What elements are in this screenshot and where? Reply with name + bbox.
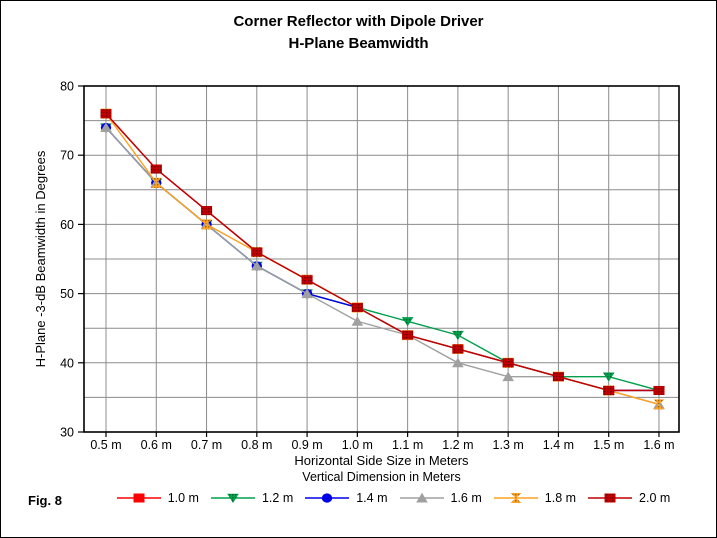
marker-point-pattern — [150, 164, 162, 174]
marker-point-pattern — [603, 385, 615, 395]
x-tick-label: 0.8 m — [241, 438, 272, 452]
y-tick-label: 60 — [60, 218, 74, 232]
legend-item-2.0-m: 2.0 m — [588, 491, 670, 505]
marker-point-pattern — [653, 385, 665, 395]
x-tick-label: 0.7 m — [191, 438, 222, 452]
marker-legend — [322, 493, 333, 503]
legend-item-1.0-m: 1.0 m — [116, 491, 199, 505]
x-tick-label: 0.5 m — [90, 438, 121, 452]
y-tick-label: 50 — [60, 287, 74, 301]
plot-border — [83, 85, 680, 433]
legend: 1.0 m 1.2 m 1.4 m 1.6 m 1.8 m 2.0 m — [96, 491, 691, 505]
legend-swatch-circle-icon — [305, 493, 350, 503]
marker-legend — [133, 493, 145, 503]
x-tick-label: 1.2 m — [442, 438, 473, 452]
series-line — [105, 113, 659, 392]
legend-label: 2.0 m — [639, 491, 671, 505]
legend-item-1.6-m: 1.6 m — [399, 491, 482, 505]
marker-point-pattern — [201, 219, 213, 230]
y-tick-label: 80 — [60, 80, 74, 94]
marker-point — [301, 288, 313, 299]
marker-point-pattern — [402, 330, 414, 340]
legend-swatch-bowtie-icon — [493, 493, 538, 503]
marker-point-pattern — [100, 109, 112, 119]
x-tick-label: 1.1 m — [392, 438, 423, 452]
marker-point-pattern — [653, 399, 665, 410]
marker-point-pattern — [150, 177, 162, 188]
marker-point — [100, 122, 112, 133]
x-tick-label: 1.3 m — [493, 438, 524, 452]
marker-point-pattern — [452, 344, 464, 354]
marker-point-pattern — [552, 372, 564, 382]
series-2.0-m — [100, 109, 665, 395]
marker-point — [351, 316, 364, 326]
marker-legend-pattern — [227, 493, 239, 503]
legend-item-1.8-m: 1.8 m — [493, 491, 577, 505]
legend-item-1.2-m: 1.2 m — [210, 491, 294, 505]
marker-point — [502, 371, 514, 382]
chart-title-line1: Corner Reflector with Dipole Driver — [233, 13, 484, 30]
legend-title: Vertical Dimension in Meters — [302, 470, 461, 484]
marker-legend — [415, 492, 428, 503]
y-tick-label: 70 — [60, 149, 74, 163]
x-tick-label: 1.6 m — [643, 438, 674, 452]
gridlines — [84, 85, 679, 433]
legend-swatch-triangle-up-icon — [399, 492, 444, 503]
legend-swatch-square-icon — [588, 493, 633, 503]
legend-swatch-triangle-down-icon — [210, 493, 255, 503]
marker-point-pattern — [401, 317, 414, 327]
legend-item-1.4-m: 1.4 m — [305, 491, 388, 505]
x-tick-label: 1.4 m — [543, 438, 574, 452]
chart-title: Corner Reflector with Dipole Driver H-Pl… — [1, 11, 716, 55]
marker-point-pattern — [251, 247, 263, 257]
legend-label: 1.0 m — [167, 491, 199, 505]
legend-label: 1.8 m — [544, 491, 577, 505]
x-tick-label: 0.6 m — [141, 438, 172, 452]
x-tick-label: 1.0 m — [342, 438, 373, 452]
marker-point — [452, 357, 464, 368]
figure-number-label: Fig. 8 — [28, 493, 62, 508]
legend-label: 1.2 m — [261, 491, 294, 505]
marker-point-pattern — [452, 330, 464, 341]
chart-title-line2: H-Plane Beamwidth — [288, 35, 429, 52]
marker-legend-pattern — [510, 493, 522, 503]
marker-point-pattern — [351, 302, 363, 312]
legend-label: 1.6 m — [450, 491, 482, 505]
axis-ticks — [78, 85, 660, 437]
x-axis-title: Horizontal Side Size in Meters — [294, 453, 469, 468]
marker-legend-pattern — [604, 493, 616, 503]
x-tick-label: 1.5 m — [593, 438, 624, 452]
y-tick-label: 30 — [60, 426, 74, 440]
series-1.6-m — [100, 122, 665, 409]
marker-point-pattern — [201, 206, 213, 216]
marker-point-pattern — [301, 275, 313, 285]
marker-point-pattern — [602, 372, 615, 382]
marker-point-pattern — [502, 358, 514, 368]
legend-label: 1.4 m — [356, 491, 388, 505]
x-tick-label: 0.9 m — [291, 438, 322, 452]
legend-swatch-square-icon — [116, 493, 161, 503]
series-1.0-m — [100, 109, 665, 395]
marker-point — [251, 260, 263, 271]
y-tick-label: 40 — [60, 356, 74, 370]
y-axis-title: H-Plane -3-dB Beamwidth in Degrees — [33, 150, 48, 367]
